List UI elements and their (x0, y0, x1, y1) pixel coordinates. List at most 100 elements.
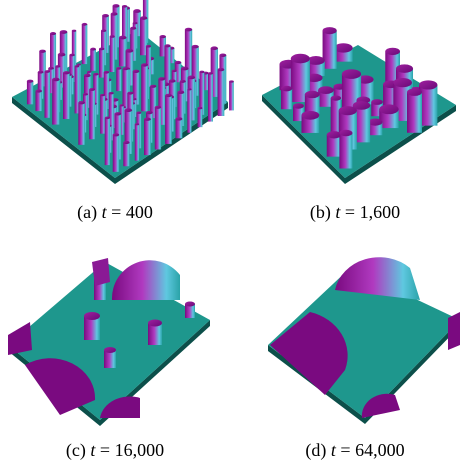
pillar (144, 119, 151, 155)
pillar-top (160, 35, 166, 38)
pillar-top (334, 43, 353, 52)
pillar-top (199, 71, 204, 74)
pillar-top (90, 48, 96, 51)
pillar (141, 65, 148, 111)
pillar-top (135, 123, 139, 125)
pillar-top (123, 141, 129, 144)
pillar-top (83, 93, 88, 95)
corner (448, 312, 460, 350)
pillar (135, 124, 139, 160)
pillar (99, 49, 104, 78)
pillar-top (72, 30, 76, 32)
pillar (113, 135, 119, 172)
pillar (119, 38, 127, 67)
pillar-top (87, 71, 91, 73)
pillar (155, 107, 161, 149)
pillar (281, 89, 292, 110)
pillar-top (342, 69, 361, 79)
caption: (d) t = 64,000 (305, 440, 404, 461)
pillar-top (93, 73, 98, 76)
pillar-top (110, 35, 115, 38)
pillar-top (99, 48, 104, 51)
pillar (45, 72, 51, 118)
pillar-top (50, 32, 56, 35)
pillar-top (181, 67, 189, 71)
pillar-top (115, 112, 122, 115)
pillar-top (293, 103, 304, 108)
pillar-top (331, 95, 342, 100)
pillar-top (187, 88, 191, 90)
pillar-top (323, 27, 337, 34)
caption: (b) t = 1,600 (310, 202, 400, 223)
pillar-top (133, 22, 138, 24)
pillar-top (229, 80, 234, 82)
pillar-top (198, 107, 203, 109)
pillar-top (130, 27, 136, 30)
pillar-top (122, 5, 127, 8)
pillar (100, 95, 105, 134)
pillar-top (45, 70, 51, 73)
pillar (116, 68, 121, 91)
pillar (229, 82, 234, 111)
pillar-top (155, 106, 161, 109)
pillar-top (39, 50, 46, 53)
pillar-top (185, 28, 192, 32)
pillar-top (185, 302, 195, 307)
pillar-top (48, 67, 54, 70)
pillar-top (35, 89, 41, 92)
pillar-top (175, 61, 182, 64)
pillar-top (379, 104, 398, 114)
pillar-top (82, 23, 88, 26)
pillar (110, 36, 115, 72)
pillar (208, 73, 213, 121)
pillar (105, 118, 110, 165)
pillar-top (219, 54, 226, 57)
pillar-top (180, 80, 186, 83)
pillar (187, 89, 191, 132)
pillar (27, 81, 33, 104)
pillar (218, 70, 225, 116)
pillar-top (371, 99, 383, 105)
pillar-top (111, 12, 118, 15)
pillar-top (127, 92, 133, 95)
pillar-top (144, 117, 151, 120)
pillar-top (101, 29, 106, 32)
pillar-top (78, 101, 85, 104)
pillar-top (339, 106, 357, 115)
pillar-top (63, 71, 70, 74)
pillar-top (89, 88, 95, 91)
corner (92, 258, 110, 286)
pillar (89, 89, 95, 139)
pillar-top (211, 46, 218, 50)
pillar-top (150, 85, 156, 88)
pillar-top (60, 30, 68, 34)
pillar-top (327, 131, 342, 138)
pillar-top (165, 94, 172, 97)
pillar-top (116, 67, 121, 70)
pillar (63, 73, 70, 119)
pillar (82, 24, 88, 64)
pillar-top (104, 71, 109, 74)
pillar-top (113, 4, 120, 7)
pillar-top (123, 67, 129, 70)
caption: (c) t = 16,000 (66, 440, 164, 461)
half-disc (112, 260, 180, 300)
pillar-top (396, 64, 413, 73)
pillar-top (69, 54, 75, 57)
pillar-top (125, 108, 132, 112)
pillar-top (136, 111, 141, 113)
pillar (339, 133, 352, 168)
pillar-top (164, 44, 170, 47)
pillar-top (177, 91, 184, 94)
pillar-top (305, 91, 320, 98)
pillar-top (339, 130, 352, 137)
pillar-top (109, 92, 114, 95)
pillar-top (385, 48, 400, 55)
pillar-top (140, 16, 147, 20)
corner (8, 322, 32, 355)
pillar-top (407, 88, 422, 95)
pillar-top (105, 117, 110, 120)
pillar (165, 95, 172, 143)
pillar-top (146, 111, 153, 114)
pillar-top (318, 86, 334, 94)
